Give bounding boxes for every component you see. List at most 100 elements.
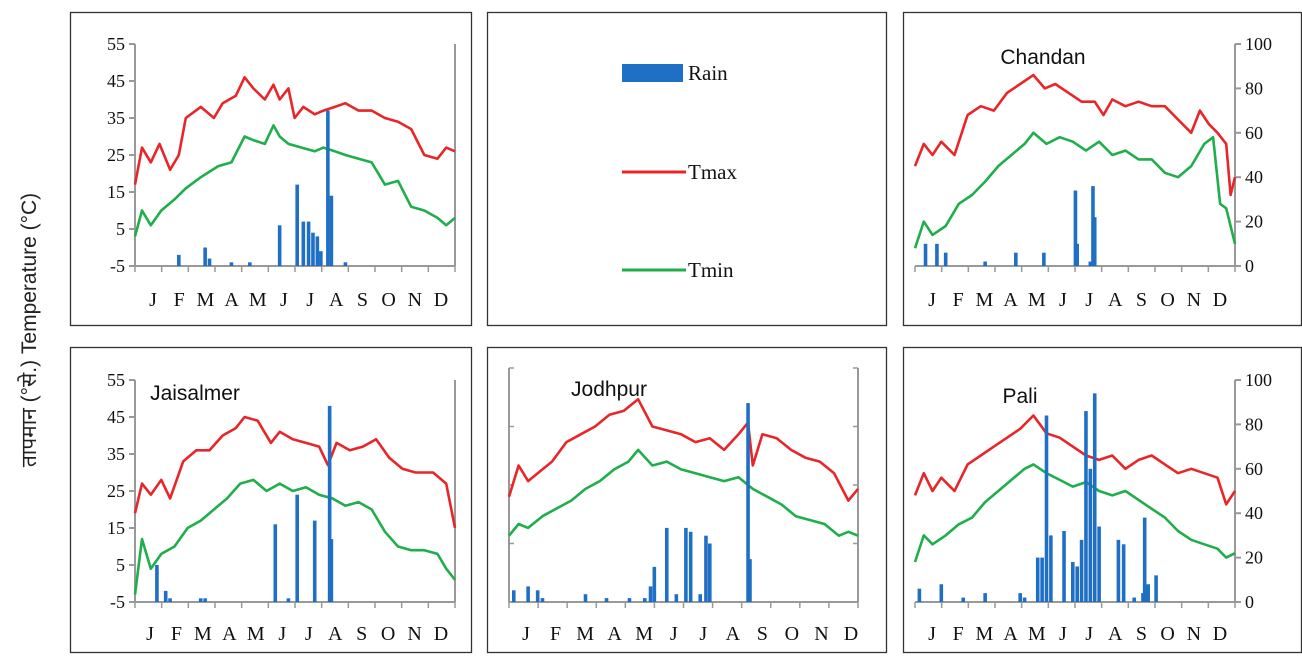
month-label: F	[953, 623, 964, 645]
month-label: J	[670, 623, 678, 645]
rain-bar	[983, 593, 987, 602]
rain-bar	[642, 598, 647, 602]
rain-bar	[1132, 597, 1136, 602]
legend: Rain Tmax Tmin	[622, 61, 737, 282]
month-label: A	[1108, 623, 1123, 645]
legend-label-rain: Rain	[688, 61, 728, 85]
series-line-tmin	[507, 448, 859, 537]
rain-bar	[229, 262, 234, 266]
month-label: M	[975, 289, 993, 311]
rain-bar	[203, 598, 207, 602]
rain-bar	[1044, 415, 1049, 602]
month-label: D	[434, 623, 448, 645]
rain-bar	[704, 535, 708, 602]
month-label: J	[699, 623, 707, 645]
month-label: A	[607, 623, 622, 645]
panel-frame-2	[486, 11, 888, 327]
series-line-tmin	[913, 131, 1237, 249]
y-tick-label: 80	[1245, 414, 1263, 434]
y-tick-label: 5	[116, 555, 125, 575]
month-label: D	[1213, 289, 1227, 311]
series-line-tmax	[133, 76, 456, 185]
rain-bar	[203, 247, 207, 266]
series-line-tmax	[913, 414, 1237, 506]
rain-bar	[1071, 562, 1075, 602]
y-tick-label: 25	[107, 145, 125, 165]
rain-bar	[1092, 393, 1097, 602]
rain-bar	[326, 110, 330, 266]
y-tick-label: 100	[1245, 370, 1272, 390]
series-line-tmin	[133, 478, 457, 595]
month-label: A	[329, 289, 344, 311]
month-label: M	[249, 289, 267, 311]
month-label: D	[434, 289, 448, 311]
month-label: M	[1028, 289, 1046, 311]
y-tick-label: 5	[116, 219, 125, 239]
month-label: J	[1085, 289, 1093, 311]
month-label: J	[1059, 289, 1067, 311]
month-label: N	[408, 289, 422, 311]
rain-bar	[540, 598, 545, 602]
month-label: S	[357, 289, 368, 311]
rain-bar	[664, 527, 669, 602]
y-tick-label: 0	[1245, 592, 1254, 612]
rain-bar	[1049, 535, 1053, 602]
rain-bar	[1092, 217, 1097, 266]
rain-bar	[648, 586, 653, 602]
series-line-tmin	[133, 124, 456, 237]
rain-bar	[1079, 539, 1084, 602]
month-label: J	[280, 289, 288, 311]
month-label: J	[1085, 623, 1093, 645]
rain-bar	[1142, 517, 1147, 602]
month-label: M	[247, 623, 265, 645]
y-tick-label: 35	[107, 444, 125, 464]
month-label: F	[953, 289, 964, 311]
month-label: D	[844, 623, 858, 645]
rain-bar	[198, 598, 203, 602]
rain-bar	[295, 184, 299, 266]
rain-bar	[939, 584, 944, 602]
rain-bar	[1042, 252, 1046, 266]
rain-bar	[343, 262, 348, 266]
legend-label-tmin: Tmin	[688, 258, 734, 282]
rain-bar	[627, 598, 632, 602]
series-line-tmin	[913, 463, 1236, 563]
y-tick-label: 25	[107, 481, 125, 501]
rain-bar	[707, 543, 712, 602]
rain-bar	[1018, 593, 1023, 602]
y-tick-label: 100	[1245, 34, 1272, 54]
month-label: N	[407, 623, 421, 645]
rain-bar	[935, 243, 939, 266]
rain-bar	[301, 221, 306, 266]
rain-bars	[177, 110, 348, 266]
month-label: M	[576, 623, 594, 645]
rain-bar	[1075, 243, 1079, 266]
month-label: A	[328, 623, 343, 645]
rain-bar	[306, 221, 311, 266]
rain-bar	[983, 261, 987, 266]
legend-swatch-rain	[622, 64, 683, 82]
panel-frame-3	[902, 11, 1302, 327]
series-line-tmax	[507, 397, 860, 502]
y-tick-label: -5	[110, 592, 125, 612]
month-label: D	[1213, 623, 1227, 645]
rain-bar	[1116, 539, 1121, 602]
rain-bar	[1088, 261, 1093, 266]
month-label: J	[278, 623, 286, 645]
month-label: S	[1136, 623, 1147, 645]
y-axis-label: तापमान (°से.) Temperature (°C)	[17, 193, 41, 467]
y-tick-label: 35	[107, 108, 125, 128]
rain-bar	[312, 520, 317, 602]
rain-bars	[155, 405, 334, 602]
rain-bar	[277, 225, 282, 266]
y-tick-label: 20	[1245, 212, 1263, 232]
panel-frame-6	[902, 346, 1302, 654]
month-label: J	[928, 623, 936, 645]
month-label: A	[222, 623, 237, 645]
month-label: O	[381, 289, 395, 311]
y-tick-label: 45	[107, 71, 125, 91]
rain-bars	[917, 393, 1158, 602]
rain-bar	[168, 598, 172, 602]
